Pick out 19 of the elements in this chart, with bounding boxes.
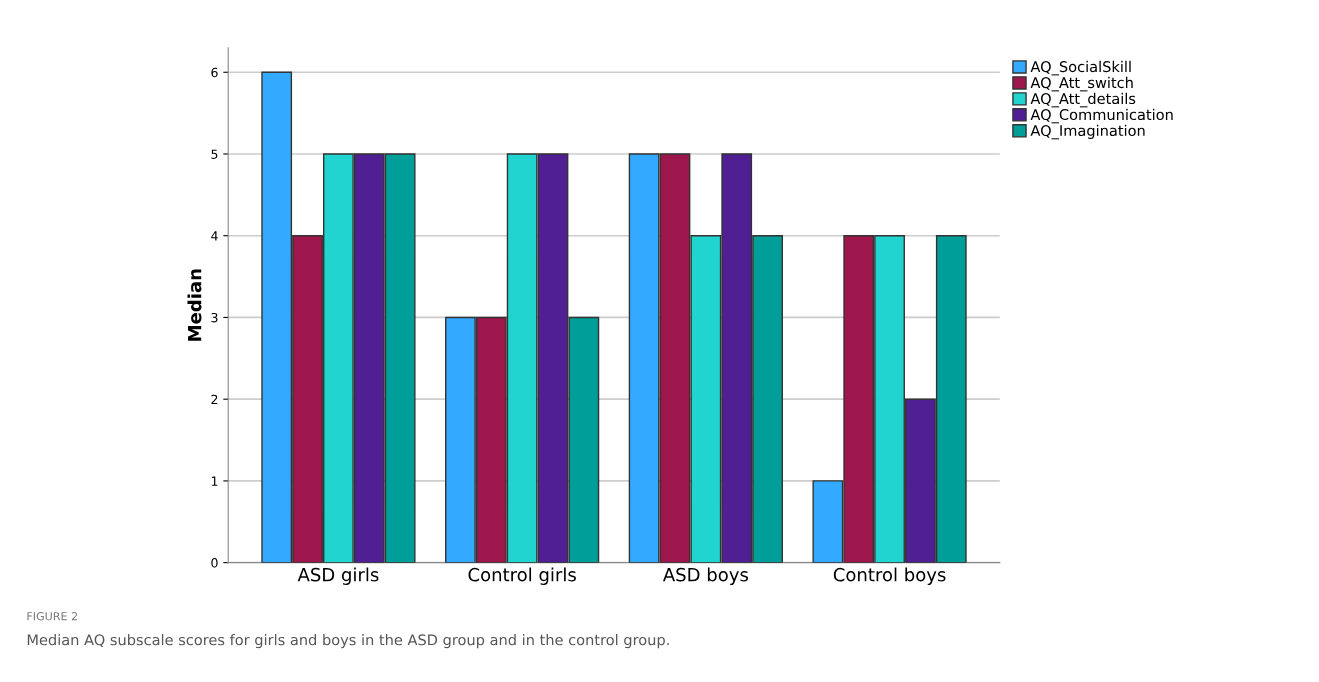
legend-label: AQ_Att_details xyxy=(1030,92,1136,108)
legend-label: AQ_Imagination xyxy=(1030,124,1145,140)
y-tick-label: 6 xyxy=(211,67,218,78)
legend-label: AQ_Att_switch xyxy=(1030,76,1133,92)
y-tick-label: 5 xyxy=(211,149,218,159)
x-tick-label: Control girls xyxy=(468,567,576,585)
text: Median AQ subscale scores for girls and boys in the ASD group and in the control group. xyxy=(27,634,669,649)
x-tick-label: ASD boys xyxy=(662,567,748,585)
y-tick-label: 2 xyxy=(211,394,218,404)
y-tick-label: 4 xyxy=(211,231,218,241)
y-tick-label: 0 xyxy=(211,558,218,568)
x-tick-label: ASD girls xyxy=(297,567,379,585)
legend-label: AQ_Communication xyxy=(1030,108,1173,124)
y-tick-label: 1 xyxy=(211,476,218,486)
y-axis-title: Median xyxy=(187,269,202,341)
legend-label: AQ_SocialSkill xyxy=(1030,60,1131,76)
y-tick-label: 3 xyxy=(211,312,218,323)
x-tick-label: Control boys xyxy=(833,567,946,585)
caption: FIGURE 2 xyxy=(27,612,78,621)
